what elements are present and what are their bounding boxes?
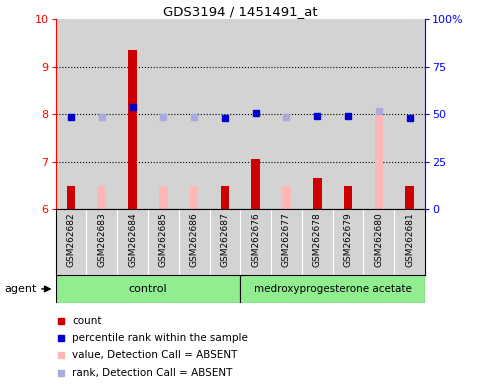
Bar (148, 19, 179, 209)
Bar (159, 187, 168, 209)
Bar (333, 19, 364, 209)
Bar (128, 50, 137, 209)
Bar (240, 275, 425, 303)
Text: value, Detection Call = ABSENT: value, Detection Call = ABSENT (72, 350, 238, 360)
Bar (344, 185, 353, 209)
Bar (313, 179, 322, 209)
Bar (302, 19, 333, 209)
Text: GSM262676: GSM262676 (251, 213, 260, 267)
Text: GSM262683: GSM262683 (97, 213, 106, 267)
Text: GSM262687: GSM262687 (220, 213, 229, 267)
Text: GSM262680: GSM262680 (374, 213, 384, 267)
Bar (179, 19, 210, 209)
Bar (394, 19, 425, 209)
Bar (282, 187, 291, 209)
Text: GSM262678: GSM262678 (313, 213, 322, 267)
Bar (56, 275, 241, 303)
Bar (405, 185, 414, 209)
Bar (190, 185, 199, 209)
Text: rank, Detection Call = ABSENT: rank, Detection Call = ABSENT (72, 368, 232, 378)
Bar (251, 159, 260, 209)
Text: count: count (72, 316, 102, 326)
Bar (271, 19, 302, 209)
Text: GSM262684: GSM262684 (128, 213, 137, 267)
Bar (364, 19, 394, 209)
Bar (374, 112, 383, 209)
Bar (240, 19, 271, 209)
Bar (56, 19, 86, 209)
Text: GSM262686: GSM262686 (190, 213, 199, 267)
Text: GSM262685: GSM262685 (159, 213, 168, 267)
Bar (210, 19, 240, 209)
Bar (117, 19, 148, 209)
Text: GSM262681: GSM262681 (405, 213, 414, 267)
Bar (221, 187, 229, 209)
Text: medroxyprogesterone acetate: medroxyprogesterone acetate (254, 284, 412, 294)
Text: GSM262677: GSM262677 (282, 213, 291, 267)
Text: GSM262682: GSM262682 (67, 213, 75, 267)
Bar (98, 185, 106, 209)
Text: agent: agent (5, 284, 37, 294)
Bar (67, 185, 75, 209)
Text: percentile rank within the sample: percentile rank within the sample (72, 333, 248, 343)
Text: control: control (128, 284, 167, 294)
Title: GDS3194 / 1451491_at: GDS3194 / 1451491_at (163, 5, 318, 18)
Text: GSM262679: GSM262679 (343, 213, 353, 267)
Bar (86, 19, 117, 209)
